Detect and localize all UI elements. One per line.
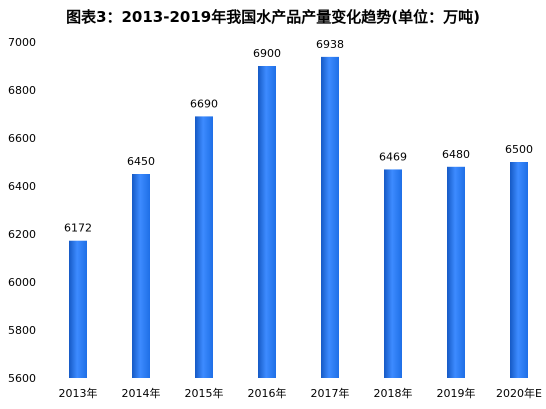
y-tick-label: 5800	[8, 324, 36, 337]
y-tick-label: 6200	[8, 228, 36, 241]
y-tick-label: 6400	[8, 180, 36, 193]
data-label: 6938	[316, 38, 344, 51]
bar	[195, 116, 213, 379]
data-label: 6480	[442, 148, 470, 161]
data-labels-group: 6172 6450 6690 6900 6938 6469 6480 6500	[64, 38, 533, 235]
x-tick-label: 2020年E	[496, 386, 542, 400]
bar	[510, 162, 528, 378]
x-tick-label: 2013年	[59, 386, 98, 400]
bars-group	[69, 56, 528, 379]
bar	[384, 169, 402, 378]
x-tick-label: 2014年	[122, 386, 161, 400]
y-tick-label: 5600	[8, 372, 36, 385]
data-label: 6450	[127, 155, 155, 168]
x-tick-label: 2016年	[248, 386, 287, 400]
y-axis: 5600 5800 6000 6200 6400 6600 6800 7000	[8, 36, 36, 385]
x-tick-label: 2018年	[374, 386, 413, 400]
x-tick-label: 2019年	[437, 386, 476, 400]
y-tick-label: 6000	[8, 276, 36, 289]
x-tick-label: 2015年	[185, 386, 224, 400]
x-tick-label: 2017年	[311, 386, 350, 400]
data-label: 6690	[190, 97, 218, 110]
x-axis: 2013年 2014年 2015年 2016年 2017年 2018年 2019年 2020年…	[59, 386, 543, 400]
data-label: 6469	[379, 150, 407, 163]
bar	[447, 166, 465, 378]
y-tick-label: 7000	[8, 36, 36, 49]
bar	[258, 66, 276, 378]
y-tick-label: 6800	[8, 84, 36, 97]
data-label: 6172	[64, 222, 92, 235]
data-label: 6500	[505, 143, 533, 156]
data-label: 6900	[253, 47, 281, 60]
bar	[321, 56, 339, 378]
chart-title: 图表3：2013-2019年我国水产品产量变化趋势(单位：万吨)	[66, 8, 480, 26]
bar	[132, 174, 150, 378]
bar	[69, 240, 87, 378]
y-tick-label: 6600	[8, 132, 36, 145]
